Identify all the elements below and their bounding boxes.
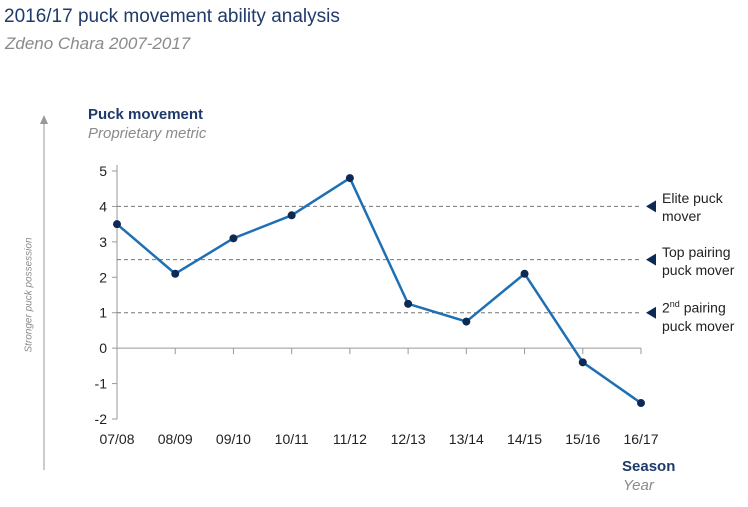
data-point: [637, 399, 645, 408]
data-point: [404, 299, 413, 308]
reference-marker: [646, 253, 656, 266]
data-point: [462, 317, 471, 326]
ref-label-second-sup: nd: [669, 299, 680, 309]
x-tick-label: 11/12: [333, 431, 367, 447]
y-tick-label: 2: [99, 269, 107, 285]
ref-label-second-rest: pairing: [679, 299, 726, 316]
ref-label-second-pairing-line1: 2nd pairing: [662, 295, 734, 317]
x-tick-label: 10/11: [275, 431, 309, 447]
y-axis-subtitle: Proprietary metric: [88, 125, 207, 142]
y-tick-label: -1: [95, 376, 108, 392]
chart-subtitle: Zdeno Chara 2007-2017: [5, 34, 191, 53]
chart-title: 2016/17 puck movement ability analysis: [4, 6, 340, 27]
ref-label-second-pairing: 2nd pairing puck mover: [662, 295, 734, 335]
x-tick-label: 15/16: [565, 431, 600, 447]
reference-marker: [646, 306, 656, 319]
data-point: [113, 220, 121, 229]
data-point: [171, 269, 180, 278]
data-point: [520, 269, 529, 278]
y-axis-title: Puck movement: [88, 106, 204, 123]
x-tick-label: 14/15: [507, 431, 542, 447]
ref-label-top-pairing-line2: puck mover: [662, 262, 735, 278]
y-tick-label: 4: [99, 198, 107, 214]
ref-label-top-pairing-line1: Top pairing: [662, 244, 731, 260]
data-point: [345, 174, 354, 183]
ref-label-elite: Elite puck mover: [662, 189, 723, 225]
x-tick-label: 12/13: [391, 431, 426, 447]
x-tick-label: 08/09: [158, 431, 193, 447]
x-tick-label: 09/10: [216, 431, 251, 447]
data-point: [287, 211, 296, 220]
data-point: [229, 234, 238, 243]
x-axis-title: Season: [622, 458, 676, 475]
y-tick-label: 3: [99, 234, 107, 250]
side-arrow-head: [40, 115, 48, 124]
ref-label-second-num: 2: [662, 299, 670, 316]
ref-label-second-pairing-line2: puck mover: [662, 317, 735, 334]
y-tick-label: 5: [99, 163, 107, 179]
ref-label-elite-line2: mover: [662, 208, 701, 224]
ref-label-top-pairing: Top pairing puck mover: [662, 243, 734, 279]
x-tick-label: 07/08: [99, 431, 134, 447]
y-tick-label: 0: [99, 340, 107, 356]
data-point: [578, 358, 587, 367]
y-tick-label: -2: [95, 411, 108, 427]
x-tick-label: 13/14: [449, 431, 484, 447]
x-tick-label: 16/17: [623, 431, 658, 447]
y-tick-label: 1: [99, 305, 107, 321]
ref-label-elite-line1: Elite puck: [662, 190, 723, 206]
series-line: [116, 176, 642, 405]
x-axis-subtitle: Year: [623, 477, 654, 494]
reference-marker: [646, 200, 656, 213]
